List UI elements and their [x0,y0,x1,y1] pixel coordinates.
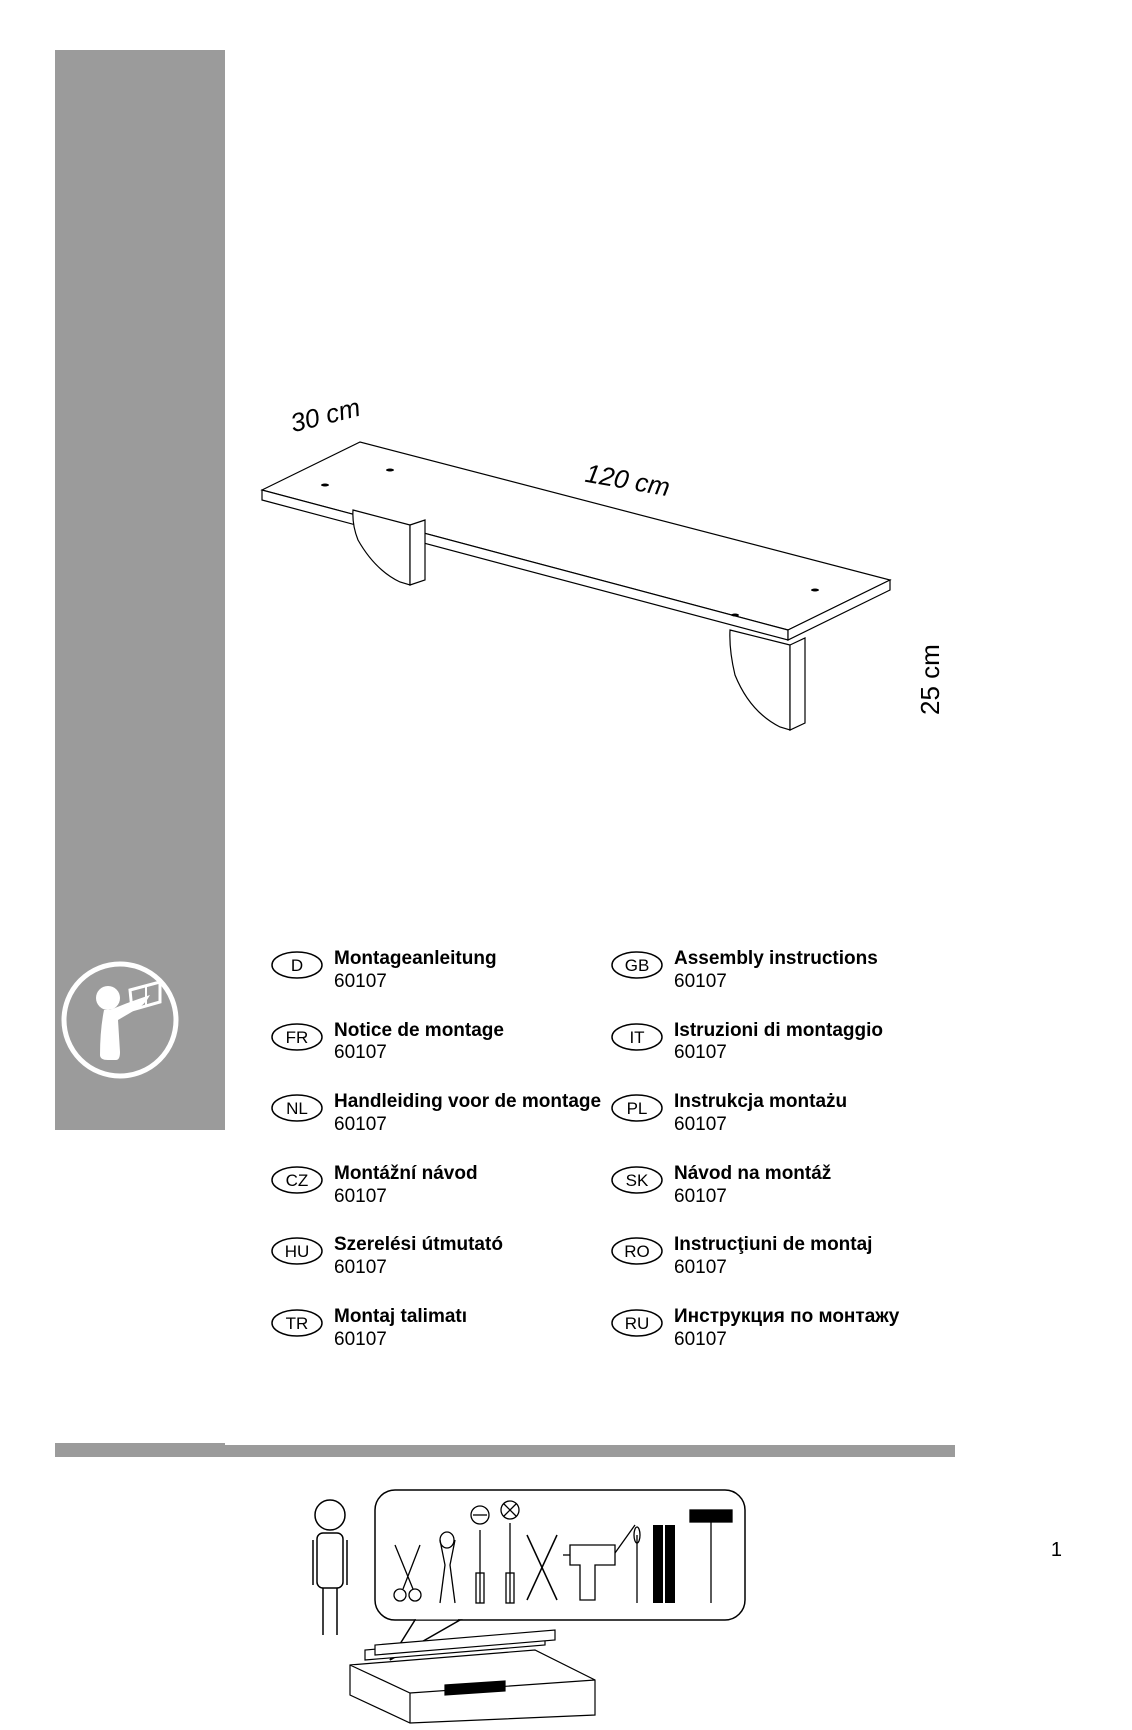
tools-diagram [295,1485,765,1725]
lang-product-number: 60107 [674,971,878,994]
lang-title: Notice de montage [334,1020,504,1043]
lang-item-cz: CZ Montážní návod60107 [270,1163,610,1209]
lang-item-nl: NL Handleiding voor de montage60107 [270,1091,610,1137]
lang-item-tr: TR Montaj talimatı60107 [270,1306,610,1352]
lang-product-number: 60107 [674,1186,831,1209]
svg-text:FR: FR [286,1028,309,1047]
lang-title: Istruzioni di montaggio [674,1020,883,1043]
lang-item-hu: HU Szerelési útmutató60107 [270,1234,610,1280]
lang-product-number: 60107 [334,1257,503,1280]
lang-title: Инструкция по монтажу [674,1306,899,1329]
lang-item-it: IT Istruzioni di montaggio60107 [610,1020,950,1066]
lang-title: Montaj talimatı [334,1306,467,1329]
lang-product-number: 60107 [674,1257,872,1280]
lang-title: Szerelési útmutató [334,1234,503,1257]
svg-text:SK: SK [626,1171,649,1190]
section-divider [55,1445,955,1457]
lang-code-badge: RU [610,1308,664,1338]
lang-code-badge: FR [270,1022,324,1052]
lang-code-badge: NL [270,1093,324,1123]
dimension-height: 25 cm [915,644,946,715]
lang-title: Assembly instructions [674,948,878,971]
svg-text:CZ: CZ [286,1171,309,1190]
svg-text:HU: HU [285,1242,310,1261]
lang-product-number: 60107 [334,1042,504,1065]
lang-code-badge: PL [610,1093,664,1123]
lang-item-fr: FR Notice de montage60107 [270,1020,610,1066]
shelf-diagram [260,430,900,770]
lang-item-gb: GB Assembly instructions60107 [610,948,950,994]
lang-title: Montageanleitung [334,948,497,971]
lang-product-number: 60107 [674,1329,899,1352]
lang-title: Instrucţiuni de montaj [674,1234,872,1257]
lang-product-number: 60107 [674,1042,883,1065]
lang-code-badge: SK [610,1165,664,1195]
lang-item-ro: RO Instrucţiuni de montaj60107 [610,1234,950,1280]
lang-code-badge: TR [270,1308,324,1338]
svg-text:IT: IT [629,1028,644,1047]
svg-text:RU: RU [625,1314,650,1333]
lang-code-badge: IT [610,1022,664,1052]
lang-product-number: 60107 [334,1114,601,1137]
read-manual-icon [60,960,180,1080]
svg-text:TR: TR [286,1314,309,1333]
svg-text:PL: PL [627,1099,648,1118]
lang-code-badge: HU [270,1236,324,1266]
page-number: 1 [1051,1539,1062,1562]
svg-text:NL: NL [286,1099,308,1118]
lang-title: Návod na montáž [674,1163,831,1186]
lang-code-badge: RO [610,1236,664,1266]
svg-text:GB: GB [625,956,650,975]
lang-code-badge: CZ [270,1165,324,1195]
language-list: DMontageanleitung60107GBAssembly instruc… [270,948,950,1378]
svg-text:D: D [291,956,303,975]
lang-product-number: 60107 [674,1114,847,1137]
lang-product-number: 60107 [334,1186,478,1209]
lang-title: Handleiding voor de montage [334,1091,601,1114]
lang-title: Instrukcja montażu [674,1091,847,1114]
lang-title: Montážní návod [334,1163,478,1186]
lang-item-pl: PL Instrukcja montażu60107 [610,1091,950,1137]
svg-text:RO: RO [624,1242,650,1261]
lang-code-badge: GB [610,950,664,980]
lang-product-number: 60107 [334,971,497,994]
lang-item-d: D Montageanleitung60107 [270,948,610,994]
lang-product-number: 60107 [334,1329,467,1352]
lang-item-ru: RU Инструкция по монтажу60107 [610,1306,950,1352]
lang-item-sk: SK Návod na montáž60107 [610,1163,950,1209]
lang-code-badge: D [270,950,324,980]
